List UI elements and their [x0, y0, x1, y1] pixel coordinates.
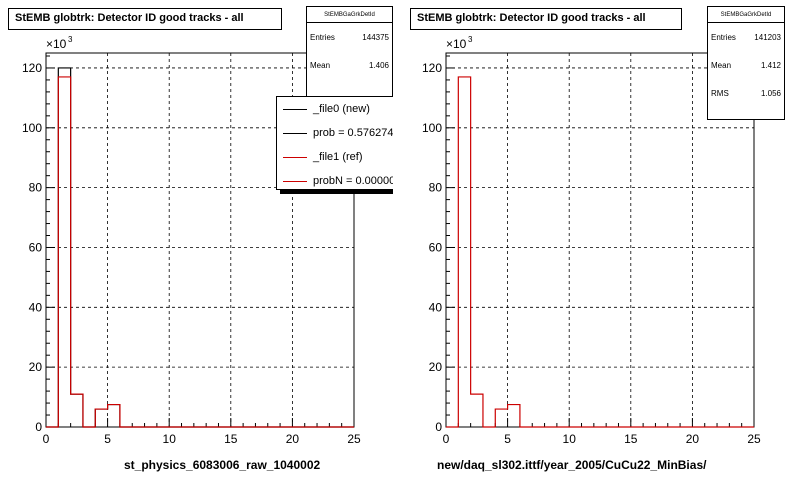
- right-y-tick-label: 0: [435, 420, 442, 434]
- right-y-tick-label: 40: [429, 300, 443, 314]
- legend-clip: _file0 (new) prob = 0.576274 _file1 (ref…: [276, 96, 393, 200]
- right-x-tick-label: 10: [563, 432, 577, 446]
- left-stats-header: StEMBGaGrkDetId: [307, 7, 392, 23]
- legend-item-file0: _file0 (new): [277, 97, 393, 121]
- right-x-tick-label: 25: [747, 432, 761, 446]
- right-y-multiplier-exponent: 3: [468, 35, 473, 44]
- left-mean-value: 1.406: [368, 60, 389, 70]
- right-y-tick-label: 80: [429, 181, 443, 195]
- right-x-tick-label: 15: [624, 432, 638, 446]
- left-x-tick-label: 20: [286, 432, 300, 446]
- right-y-tick-label: 20: [429, 360, 443, 374]
- right-mean-value: 1.412: [760, 60, 781, 70]
- right-x-tick-label: 5: [504, 432, 511, 446]
- right-y-tick-label: 100: [422, 121, 442, 135]
- right-x-tick-label: 0: [443, 432, 450, 446]
- legend-swatch-black: [283, 132, 307, 134]
- right-series-1-histogram: [446, 76, 754, 428]
- left-x-tick-label: 0: [43, 432, 50, 446]
- left-x-tick-label: 10: [163, 432, 177, 446]
- left-legend: _file0 (new) prob = 0.576274 _file1 (ref…: [276, 96, 393, 190]
- legend-item-probn: probN = 0.000000: [277, 169, 393, 193]
- left-y-tick-label: 120: [22, 61, 42, 75]
- right-y-multiplier-label: ×10: [446, 37, 467, 51]
- right-y-tick-label: 120: [422, 61, 442, 75]
- legend-item-file1: _file1 (ref): [277, 145, 393, 169]
- left-x-tick-label: 25: [347, 432, 361, 446]
- left-y-multiplier-label: ×10: [46, 37, 67, 51]
- legend-swatch-red: [283, 156, 307, 158]
- legend-item-prob: prob = 0.576274: [277, 121, 393, 145]
- legend-label: _file1 (ref): [313, 151, 363, 163]
- right-y-tick-label: 60: [429, 240, 443, 254]
- right-x-axis-label: new/daq_sl302.ittf/year_2005/CuCu22_MinB…: [437, 458, 707, 472]
- right-x-tick-label: 20: [686, 432, 700, 446]
- left-plot-title: StEMB globtrk: Detector ID good tracks -…: [8, 8, 282, 30]
- left-y-tick-label: 0: [35, 420, 42, 434]
- legend-swatch-red: [283, 180, 307, 182]
- right-mean-label: Mean: [711, 60, 732, 70]
- left-x-tick-label: 5: [104, 432, 111, 446]
- legend-label: prob = 0.576274: [313, 127, 393, 139]
- right-rms-value: 1.056: [760, 88, 781, 98]
- left-y-multiplier-exponent: 3: [68, 35, 73, 44]
- left-x-tick-label: 15: [224, 432, 238, 446]
- right-stats-header: StEMBGaGrkDetId: [708, 7, 784, 23]
- left-y-tick-label: 20: [29, 360, 43, 374]
- left-series-2-histogram: [46, 76, 354, 428]
- left-y-tick-label: 40: [29, 300, 43, 314]
- right-plot-title: StEMB globtrk: Detector ID good tracks -…: [410, 8, 682, 30]
- left-mean-label: Mean: [310, 60, 331, 70]
- right-entries-label: Entries: [711, 32, 736, 42]
- left-entries-value: 144375: [362, 32, 389, 42]
- right-stats-box: StEMBGaGrkDetId Entries 141203 Mean 1.412 …: [707, 6, 785, 120]
- right-entries-value: 141203: [754, 32, 781, 42]
- left-y-tick-label: 100: [22, 121, 42, 135]
- left-y-tick-label: 80: [29, 181, 43, 195]
- left-entries-label: Entries: [310, 32, 335, 42]
- left-y-tick-label: 60: [29, 240, 43, 254]
- legend-label: probN = 0.000000: [313, 175, 393, 187]
- legend-swatch-black: [283, 108, 307, 110]
- left-x-axis-label: st_physics_6083006_raw_1040002: [124, 458, 321, 472]
- right-rms-label: RMS: [711, 88, 729, 98]
- legend-label: _file0 (new): [313, 103, 370, 115]
